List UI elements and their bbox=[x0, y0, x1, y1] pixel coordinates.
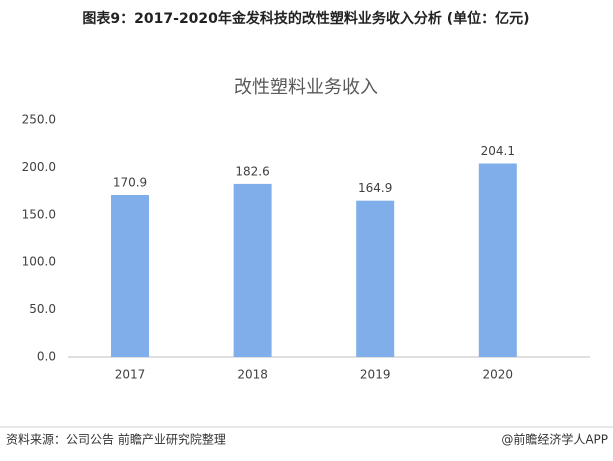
value-label: 170.9 bbox=[113, 175, 147, 189]
y-tick-label: 250.0 bbox=[22, 113, 56, 127]
y-tick-label: 50.0 bbox=[29, 302, 56, 316]
x-tick-label: 2017 bbox=[115, 368, 146, 382]
y-tick-label: 200.0 bbox=[22, 160, 56, 174]
x-tick-label: 2020 bbox=[483, 368, 514, 382]
x-tick-label: 2018 bbox=[237, 368, 268, 382]
y-tick-label: 0.0 bbox=[37, 350, 56, 364]
bar bbox=[356, 200, 395, 357]
bar bbox=[478, 163, 517, 357]
bar bbox=[233, 183, 272, 357]
page-title: 图表9：2017-2020年金发科技的改性塑料业务收入分析 (单位：亿元) bbox=[82, 10, 529, 27]
chart-title: 改性塑料业务收入 bbox=[234, 77, 378, 98]
source: 资料来源：公司公告 前瞻产业研究院整理 bbox=[6, 432, 226, 447]
y-tick-label: 150.0 bbox=[22, 207, 56, 221]
value-label: 204.1 bbox=[481, 144, 515, 158]
x-tick-label: 2019 bbox=[360, 368, 391, 382]
value-label: 164.9 bbox=[358, 181, 392, 195]
y-tick-label: 100.0 bbox=[22, 255, 56, 269]
value-label: 182.6 bbox=[235, 164, 269, 178]
bar bbox=[111, 194, 149, 357]
credit: @前瞻经济学人APP bbox=[501, 432, 608, 447]
